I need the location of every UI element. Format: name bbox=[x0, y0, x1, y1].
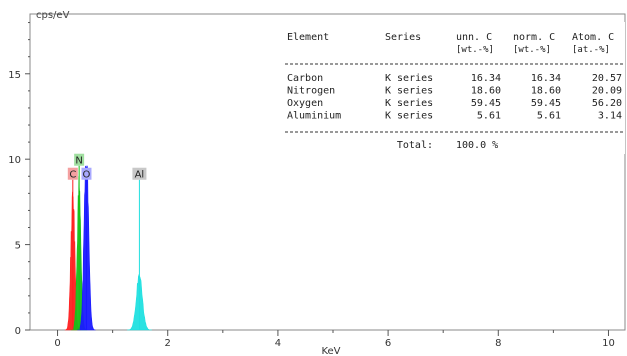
marker-box-O bbox=[81, 167, 92, 180]
element-label-Al: Al bbox=[135, 170, 145, 181]
x-axis-label: KeV bbox=[321, 346, 340, 356]
y-tick-label-3: 15 bbox=[8, 70, 21, 81]
x-tick-label-0: 0 bbox=[54, 338, 60, 349]
quantification-table: Element Series unn. C norm. C Atom. C [wt.-%]… bbox=[281, 22, 625, 154]
table-cell-0-0: Carbon bbox=[287, 73, 323, 84]
marker-box-N bbox=[74, 153, 85, 166]
table-cell-1-0: Nitrogen bbox=[287, 86, 335, 97]
table-header-3: norm. C bbox=[513, 32, 555, 43]
table-cell-2-2: 59.45 bbox=[471, 98, 501, 109]
y-tick-label-2: 10 bbox=[8, 155, 21, 166]
table-cell-0-2: 16.34 bbox=[471, 73, 501, 84]
x-tick-label-5: 10 bbox=[602, 338, 615, 349]
element-labels: CNO Al bbox=[67, 153, 147, 330]
table-total-value: 100.0 % bbox=[456, 140, 498, 151]
table-header-0: Element bbox=[287, 32, 329, 43]
table-cell-3-1: K series bbox=[385, 111, 433, 122]
x-tick-label-1: 2 bbox=[165, 338, 171, 349]
table-unit-4: [at.-%] bbox=[572, 45, 610, 55]
table-cell-3-3: 5.61 bbox=[537, 111, 561, 122]
table-cell-1-3: 18.60 bbox=[531, 86, 561, 97]
y-tick-label-0: 0 bbox=[15, 326, 21, 337]
table-header-4: Atom. C bbox=[572, 32, 614, 43]
element-label-C: C bbox=[69, 170, 76, 181]
table-cell-1-4: 20.09 bbox=[592, 86, 622, 97]
table-cell-0-3: 16.34 bbox=[531, 73, 561, 84]
table-header-2: unn. C bbox=[456, 32, 492, 43]
marker-box-C bbox=[67, 167, 78, 180]
table-cell-2-3: 59.45 bbox=[531, 98, 561, 109]
table-cell-0-4: 20.57 bbox=[592, 73, 622, 84]
x-tick-label-4: 8 bbox=[495, 338, 501, 349]
element-label-N: N bbox=[75, 156, 82, 167]
table-cell-1-1: K series bbox=[385, 86, 433, 97]
table-cell-2-0: Oxygen bbox=[287, 98, 323, 109]
table-cell-0-1: K series bbox=[385, 73, 433, 84]
table-cell-2-4: 56.20 bbox=[592, 98, 622, 109]
table-unit-3: [wt.-%] bbox=[513, 45, 551, 55]
table-total-label: Total: bbox=[397, 140, 433, 151]
table-cell-3-4: 3.14 bbox=[598, 111, 622, 122]
table-cell-2-1: K series bbox=[385, 98, 433, 109]
y-axis-label: cps/eV bbox=[36, 10, 70, 21]
y-tick-label-1: 5 bbox=[15, 241, 21, 252]
table-cell-3-2: 5.61 bbox=[477, 111, 501, 122]
table-header-1: Series bbox=[385, 32, 421, 43]
x-tick-label-3: 6 bbox=[385, 338, 391, 349]
table-unit-2: [wt.-%] bbox=[456, 45, 494, 55]
marker-box-Al bbox=[132, 167, 147, 180]
element-label-O: O bbox=[83, 170, 91, 181]
table-cell-1-2: 18.60 bbox=[471, 86, 501, 97]
table-cell-3-0: Aluminium bbox=[287, 111, 341, 122]
x-tick-label-2: 4 bbox=[275, 338, 281, 349]
